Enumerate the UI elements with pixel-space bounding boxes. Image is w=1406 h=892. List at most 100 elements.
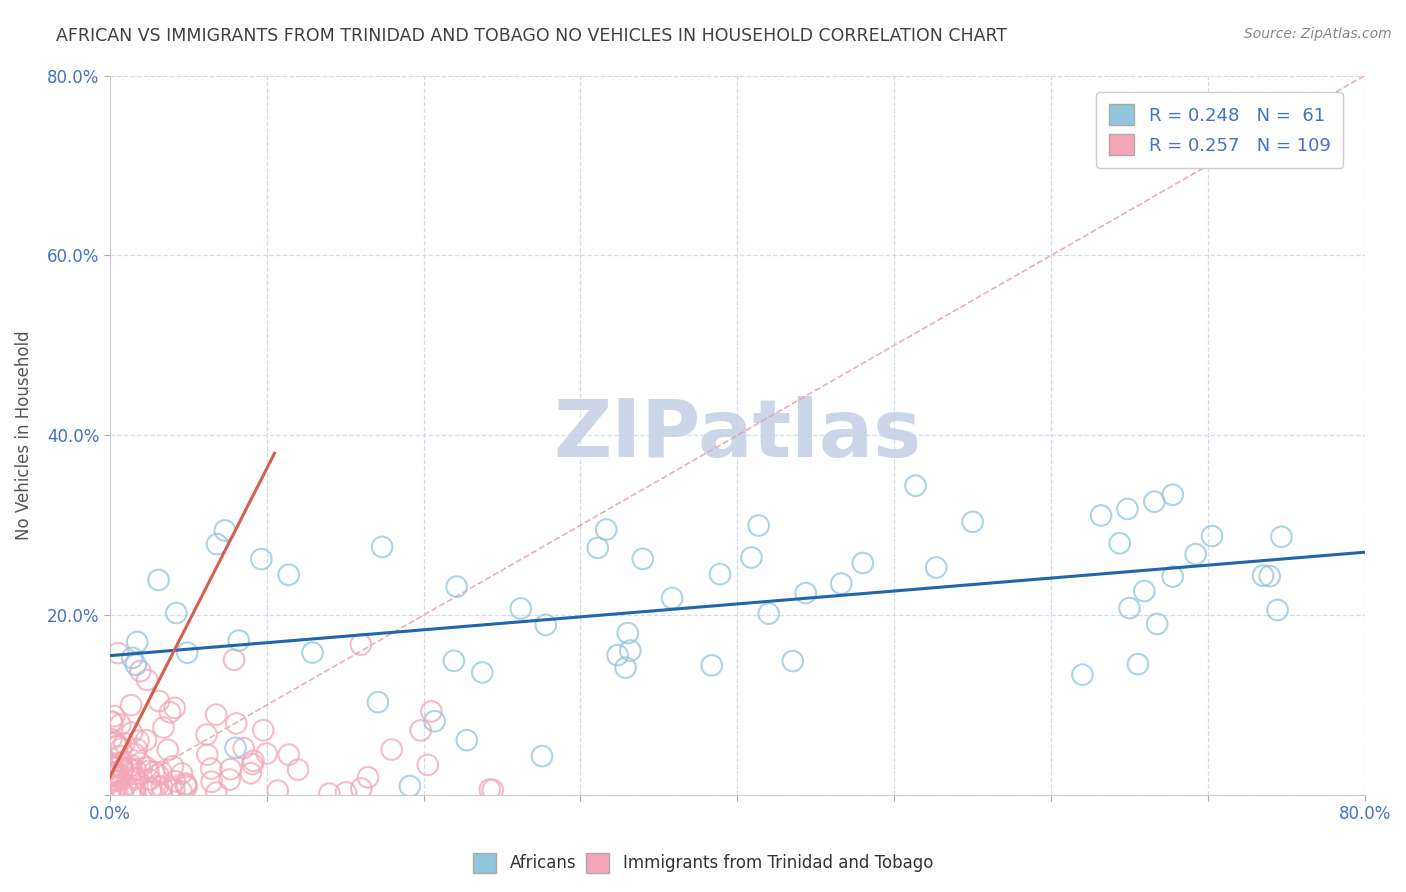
Point xyxy=(200,774,222,789)
Point xyxy=(250,552,273,566)
Point xyxy=(100,760,122,774)
Point xyxy=(107,739,129,753)
Point xyxy=(129,756,152,770)
Point xyxy=(165,606,187,620)
Point xyxy=(170,784,193,798)
Point xyxy=(350,781,373,796)
Point xyxy=(381,742,404,756)
Point xyxy=(301,646,323,660)
Point xyxy=(371,540,394,554)
Point xyxy=(852,556,875,570)
Point xyxy=(105,767,128,781)
Point xyxy=(1201,529,1223,543)
Point xyxy=(1143,494,1166,508)
Point xyxy=(117,761,139,775)
Point xyxy=(148,694,170,708)
Point xyxy=(163,774,186,789)
Point xyxy=(830,576,852,591)
Point xyxy=(135,733,157,747)
Point xyxy=(225,716,247,731)
Point xyxy=(124,747,146,761)
Point xyxy=(100,781,122,796)
Point xyxy=(239,766,262,780)
Point xyxy=(661,591,683,605)
Point xyxy=(586,541,609,555)
Point xyxy=(242,754,264,768)
Point xyxy=(105,739,128,754)
Point xyxy=(794,586,817,600)
Point xyxy=(228,633,250,648)
Point xyxy=(162,759,184,773)
Point xyxy=(111,756,134,770)
Point xyxy=(114,778,136,792)
Point xyxy=(124,772,146,786)
Point xyxy=(709,567,731,582)
Point xyxy=(478,782,501,797)
Point xyxy=(318,787,340,801)
Point xyxy=(205,707,228,722)
Point xyxy=(399,779,422,793)
Point xyxy=(105,736,128,750)
Point xyxy=(107,749,129,764)
Point xyxy=(443,654,465,668)
Point xyxy=(150,787,173,801)
Point xyxy=(1161,488,1184,502)
Point xyxy=(1161,569,1184,583)
Point xyxy=(125,657,148,672)
Point xyxy=(110,741,132,756)
Point xyxy=(367,695,389,709)
Point xyxy=(252,723,274,738)
Point xyxy=(1146,616,1168,631)
Point xyxy=(595,523,617,537)
Point xyxy=(176,646,198,660)
Point xyxy=(156,743,179,757)
Point xyxy=(423,714,446,728)
Point xyxy=(136,673,159,687)
Point xyxy=(1251,568,1274,582)
Point xyxy=(1270,530,1292,544)
Point xyxy=(287,763,309,777)
Point xyxy=(107,773,129,788)
Point xyxy=(195,747,218,762)
Point xyxy=(103,769,125,783)
Point xyxy=(120,698,142,712)
Point xyxy=(1184,547,1206,561)
Point xyxy=(146,780,169,794)
Point xyxy=(112,736,135,750)
Point xyxy=(195,728,218,742)
Point xyxy=(107,786,129,800)
Point xyxy=(163,701,186,715)
Point xyxy=(174,777,197,791)
Point xyxy=(758,607,780,621)
Point xyxy=(139,772,162,787)
Point xyxy=(277,567,299,582)
Text: ZIPatlas: ZIPatlas xyxy=(553,396,921,475)
Point xyxy=(110,769,132,783)
Point xyxy=(103,765,125,780)
Point xyxy=(174,779,197,793)
Point xyxy=(904,478,927,492)
Point xyxy=(121,725,143,739)
Point xyxy=(509,601,531,615)
Point xyxy=(138,764,160,778)
Point xyxy=(163,783,186,797)
Point xyxy=(150,780,173,794)
Point xyxy=(205,786,228,800)
Point xyxy=(103,758,125,772)
Point xyxy=(100,760,122,774)
Point xyxy=(416,758,439,772)
Point xyxy=(152,721,174,735)
Point xyxy=(103,765,125,780)
Point xyxy=(112,762,135,776)
Point xyxy=(112,762,135,776)
Point xyxy=(127,733,149,747)
Point xyxy=(122,785,145,799)
Point xyxy=(143,764,166,779)
Point xyxy=(214,524,236,538)
Point xyxy=(335,785,357,799)
Point xyxy=(256,747,278,761)
Point xyxy=(240,757,263,772)
Point xyxy=(925,560,948,574)
Point xyxy=(107,646,129,660)
Point xyxy=(103,709,125,723)
